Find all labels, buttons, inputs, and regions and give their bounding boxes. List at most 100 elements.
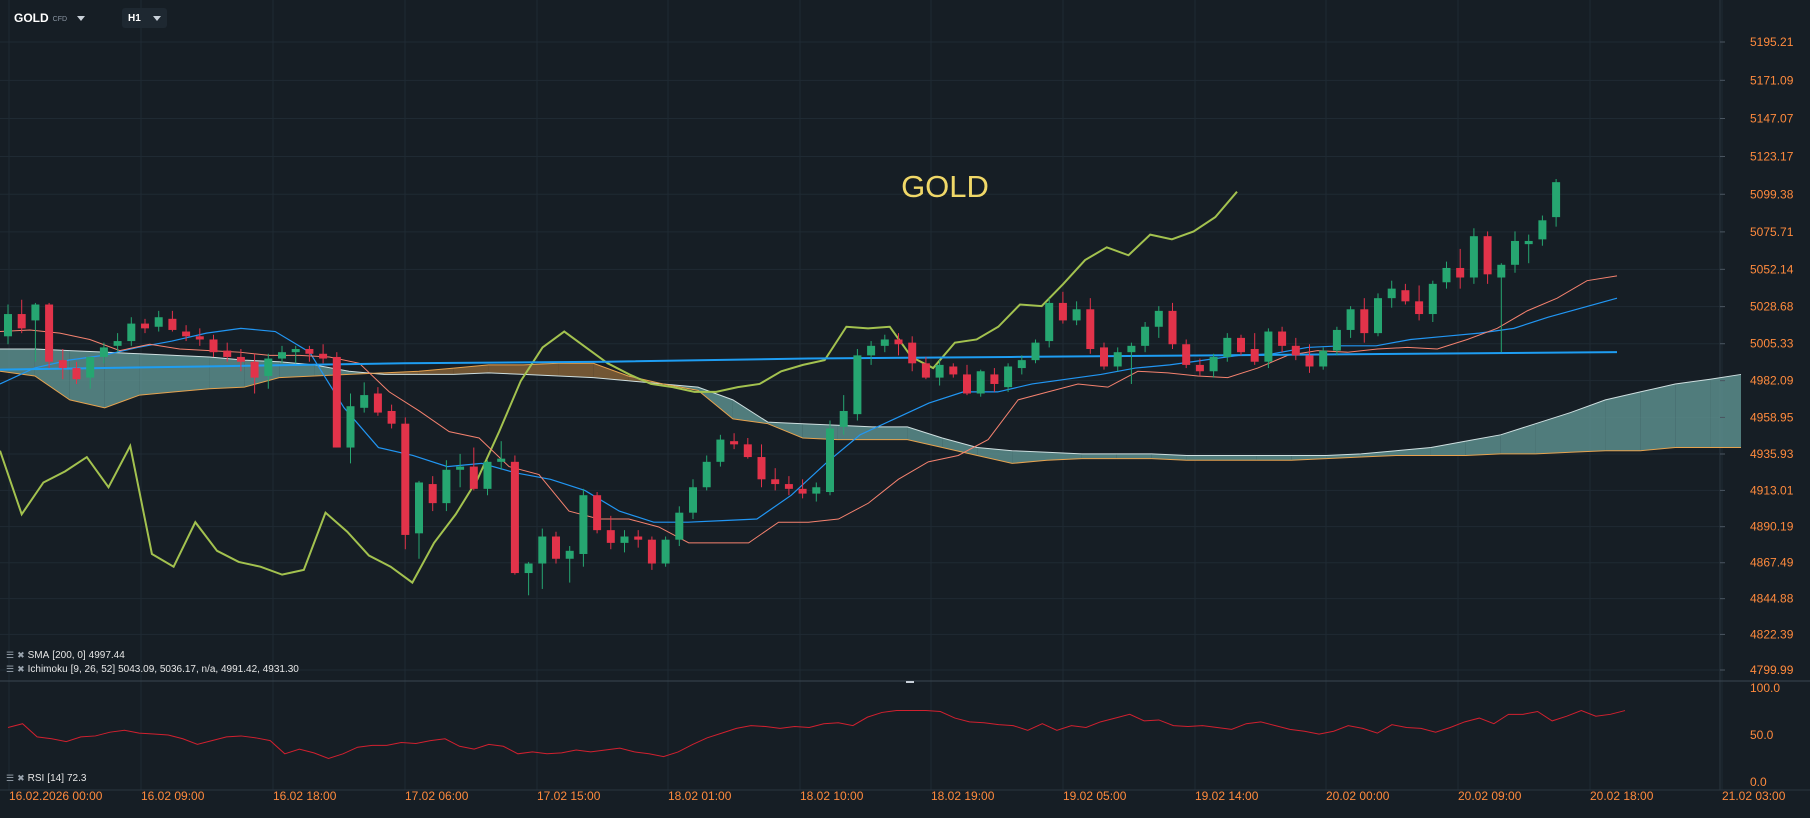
time-tick-label: 18.02 10:00 bbox=[800, 789, 864, 803]
candle-body bbox=[483, 461, 492, 489]
candle bbox=[935, 360, 944, 386]
candle-body bbox=[593, 495, 602, 531]
candle bbox=[4, 304, 12, 345]
candle bbox=[1469, 228, 1478, 284]
candle bbox=[1127, 342, 1136, 384]
candle bbox=[373, 387, 382, 416]
candle-body bbox=[1100, 347, 1108, 367]
rsi-tick-label: 0.0 bbox=[1750, 775, 1767, 789]
candle-body bbox=[935, 364, 944, 378]
price-tick-label: 4799.99 bbox=[1750, 663, 1794, 677]
candle bbox=[593, 492, 602, 534]
candle bbox=[182, 325, 191, 342]
candle-body bbox=[1415, 301, 1424, 315]
time-tick-label: 19.02 14:00 bbox=[1195, 789, 1259, 803]
close-icon[interactable]: ✖ bbox=[17, 772, 25, 783]
candle-body bbox=[1360, 309, 1369, 334]
candle bbox=[1346, 306, 1355, 338]
grid bbox=[0, 0, 1810, 791]
candle-body bbox=[1141, 326, 1150, 346]
candle-body bbox=[1237, 337, 1245, 353]
cloud-segment-bullish bbox=[1430, 441, 1466, 456]
cloud-segment-bullish bbox=[1500, 423, 1536, 454]
kijun-sen-line bbox=[0, 297, 1618, 523]
candle bbox=[305, 345, 314, 362]
candle-body bbox=[579, 495, 588, 554]
candles bbox=[4, 178, 1561, 596]
candle bbox=[1141, 321, 1150, 353]
candle bbox=[510, 455, 519, 575]
candle-body bbox=[894, 339, 903, 345]
candle bbox=[1415, 285, 1424, 321]
candle bbox=[1031, 339, 1040, 364]
candle bbox=[113, 333, 122, 353]
candle bbox=[223, 342, 232, 362]
candle-body bbox=[1058, 302, 1067, 321]
candle-body bbox=[17, 314, 26, 329]
price-tick-label: 4867.49 bbox=[1750, 556, 1794, 570]
candle-body bbox=[401, 423, 410, 535]
close-icon[interactable]: ✖ bbox=[17, 663, 25, 674]
timeframe-selector[interactable]: H1 bbox=[122, 8, 167, 28]
time-tick-label: 20.02 00:00 bbox=[1326, 789, 1390, 803]
candle-body bbox=[1524, 240, 1533, 245]
candle-body bbox=[99, 347, 108, 357]
rsi-value: 72.3 bbox=[66, 772, 87, 784]
candle bbox=[1182, 339, 1191, 369]
candle-body bbox=[990, 374, 999, 384]
candle-body bbox=[278, 352, 286, 359]
settings-icon[interactable]: ☰ bbox=[6, 649, 15, 660]
candle bbox=[497, 441, 506, 470]
candle bbox=[730, 433, 739, 450]
candle-body bbox=[634, 536, 643, 540]
candle bbox=[1209, 353, 1218, 378]
cloud-segment-bullish bbox=[1675, 379, 1711, 448]
candle-body bbox=[1332, 329, 1341, 351]
timeframe-label: H1 bbox=[128, 12, 141, 24]
rsi-tick-label: 50.0 bbox=[1750, 728, 1774, 742]
candle-body bbox=[552, 536, 560, 559]
candle bbox=[1305, 344, 1314, 373]
candle bbox=[1223, 333, 1232, 362]
cloud-segment-bullish bbox=[1640, 383, 1676, 451]
price-axis: 5195.21 5171.09 5147.07 5123.17 5099.38 5075.… bbox=[1720, 35, 1794, 677]
ichimoku-value: 5043.09, 5036.17, n/a, 4991.42, 4931.30 bbox=[118, 663, 299, 675]
candle-body bbox=[921, 363, 930, 378]
symbol-selector[interactable]: GOLD CFD bbox=[14, 8, 86, 28]
candle-body bbox=[689, 487, 697, 513]
time-axis: 16.02.2026 00:00 16.02 09:00 16.02 18:00 17… bbox=[9, 789, 1786, 803]
candle-body bbox=[1442, 267, 1451, 283]
candle bbox=[1154, 306, 1163, 338]
settings-icon[interactable]: ☰ bbox=[6, 772, 15, 783]
cloud-segment-bullish bbox=[174, 355, 210, 392]
candle-body bbox=[1387, 288, 1396, 299]
candle-body bbox=[250, 361, 259, 378]
rsi-tick-label: 100.0 bbox=[1750, 681, 1780, 695]
candle-body bbox=[661, 539, 670, 564]
chevron-down-icon bbox=[152, 15, 161, 21]
rsi-line bbox=[7, 710, 1626, 760]
cloud-segment-bullish bbox=[837, 425, 873, 440]
candle-body bbox=[963, 374, 971, 394]
candle-body bbox=[305, 349, 314, 354]
cloud-segment-bullish bbox=[139, 353, 175, 396]
candle-body bbox=[415, 482, 423, 534]
candle bbox=[1058, 291, 1067, 324]
settings-icon[interactable]: ☰ bbox=[6, 663, 15, 674]
candle bbox=[1100, 342, 1108, 370]
tenkan-sen-line bbox=[0, 275, 1618, 544]
candle-body bbox=[113, 341, 122, 346]
candle bbox=[524, 561, 533, 596]
candle-body bbox=[168, 318, 177, 330]
candle bbox=[86, 356, 95, 389]
rsi-params: [14] bbox=[47, 772, 64, 784]
time-tick-label: 16.02 18:00 bbox=[273, 789, 337, 803]
candle bbox=[853, 349, 862, 421]
cloud-segment-bullish bbox=[1710, 374, 1741, 448]
candle-body bbox=[826, 428, 834, 493]
close-icon[interactable]: ✖ bbox=[17, 649, 25, 660]
candle-body bbox=[319, 353, 328, 359]
candle-body bbox=[510, 461, 519, 574]
